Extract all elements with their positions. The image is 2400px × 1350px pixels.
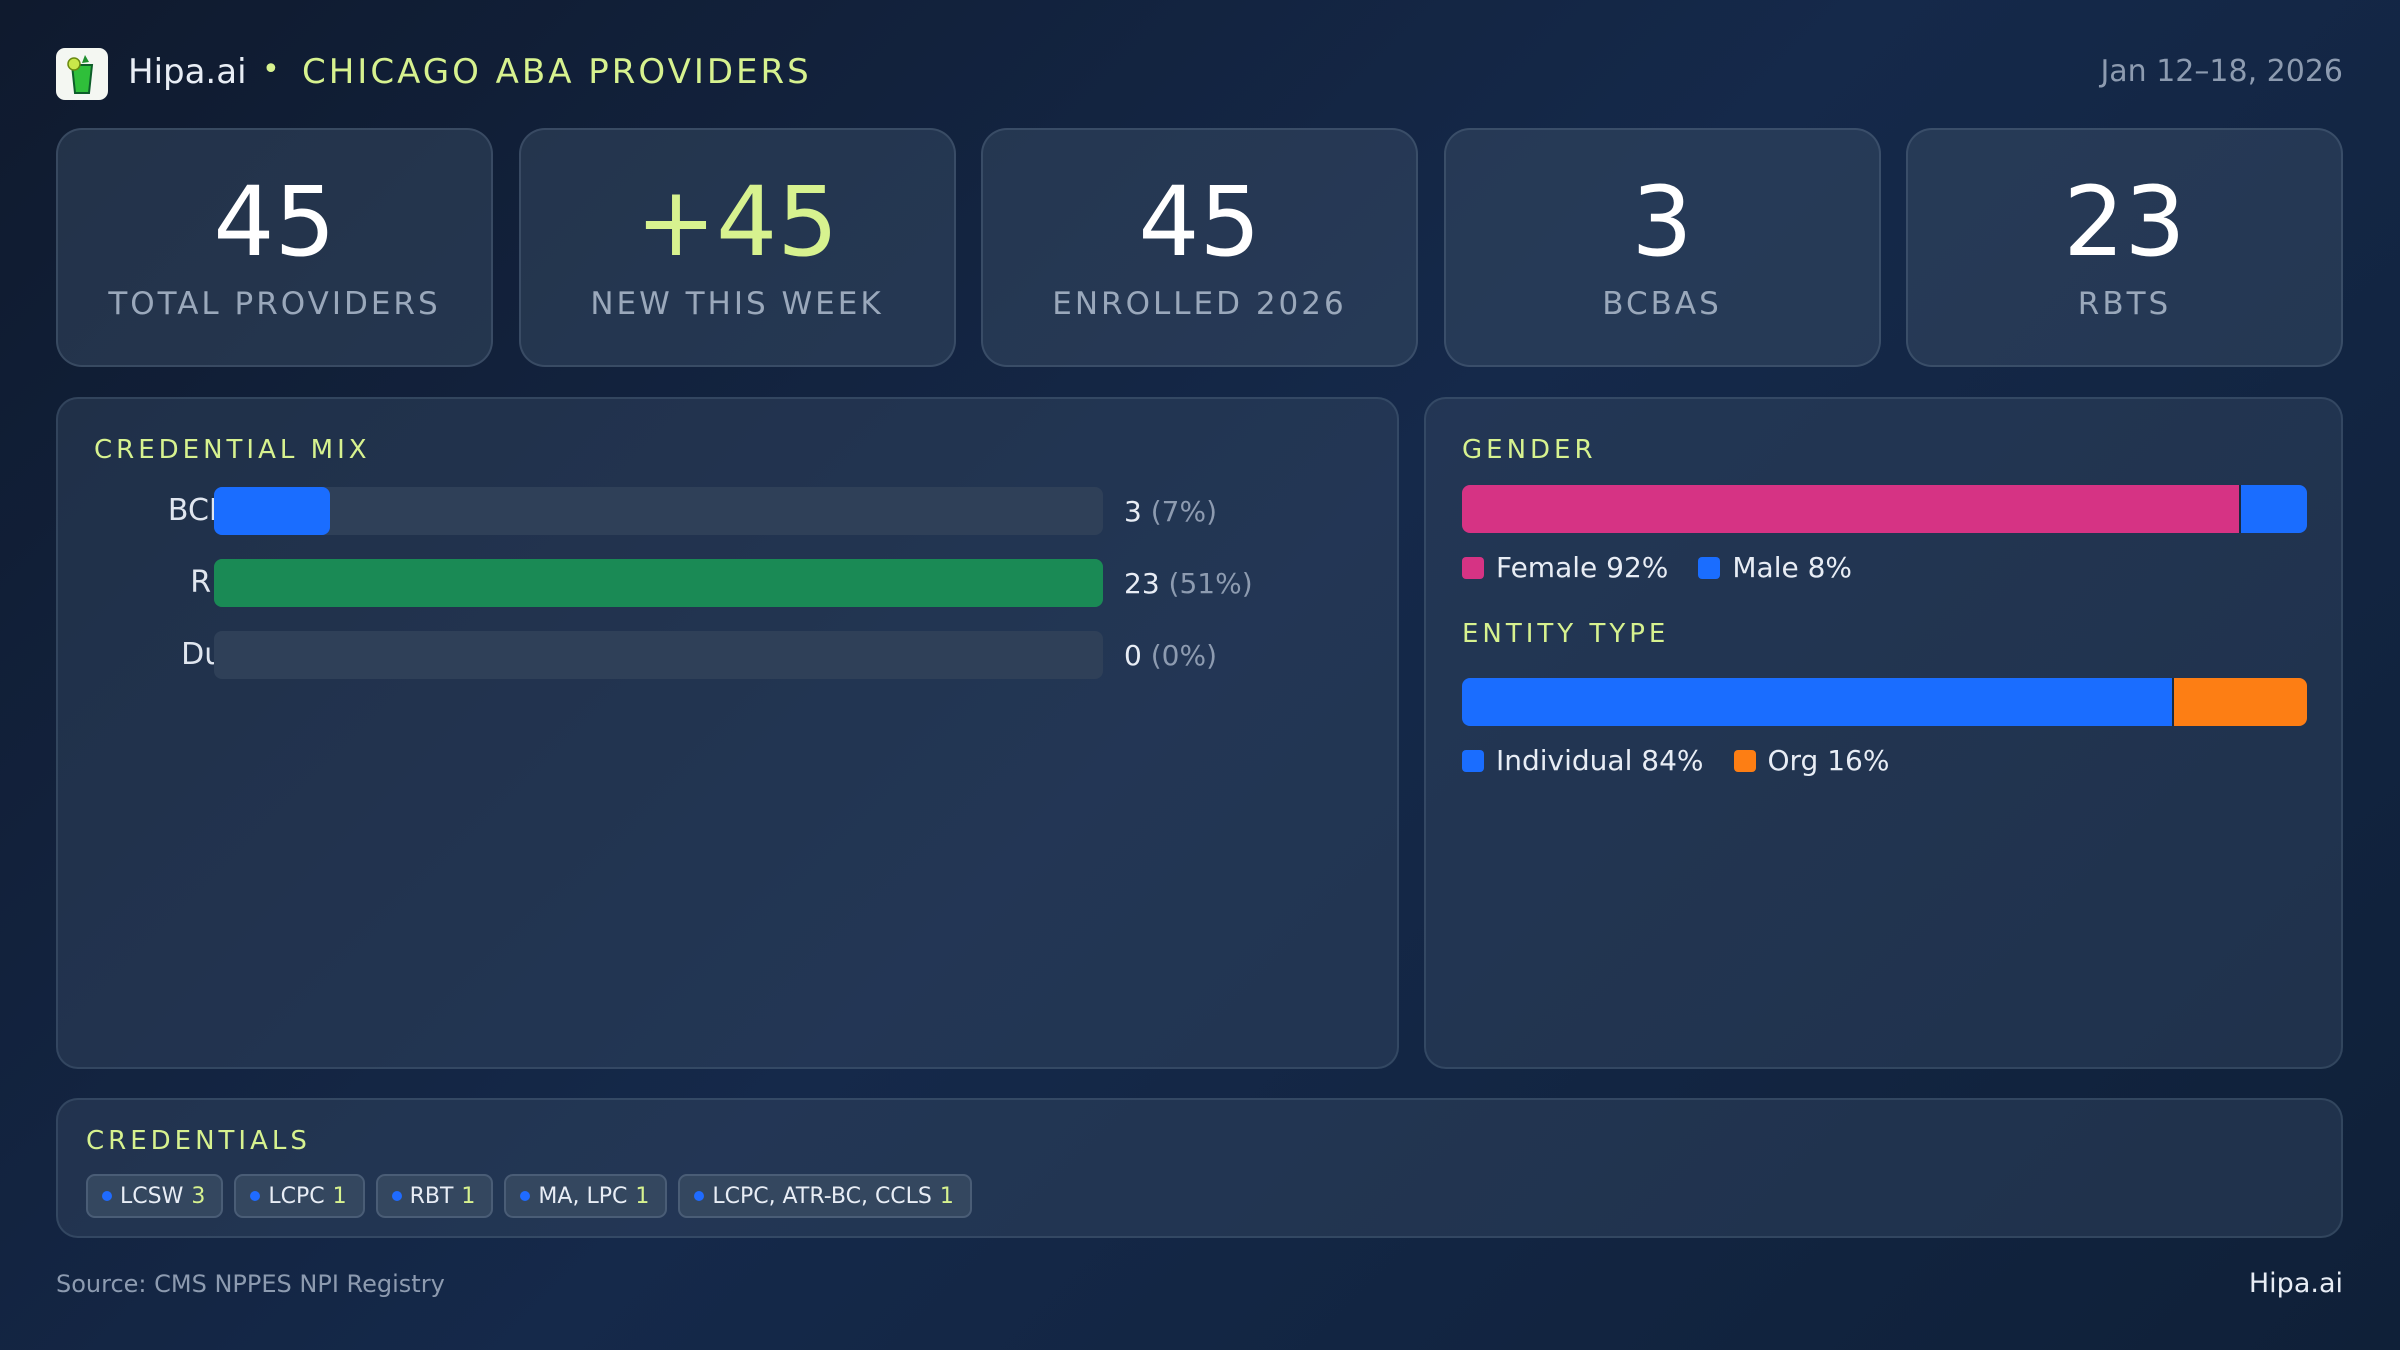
page-title: CHICAGO ABA PROVIDERS	[302, 52, 812, 92]
footer-brand: Hipa.ai	[2248, 1268, 2343, 1299]
chip-count: 1	[461, 1183, 476, 1209]
bar-fill	[214, 559, 1103, 607]
kpi-card: 45 TOTAL PROVIDERS	[56, 128, 493, 367]
legend-swatch	[1462, 749, 1484, 772]
gender-bar	[1462, 485, 2307, 533]
credential-row: Dual0 (0%)	[58, 631, 1358, 679]
legend-label: Female 92%	[1496, 551, 1669, 584]
gender-title: GENDER	[1462, 435, 1597, 465]
legend-swatch	[1698, 556, 1721, 579]
entity_type-segment	[1462, 678, 2172, 726]
source-note: Source: CMS NPPES NPI Registry	[56, 1270, 445, 1298]
credentials-title: CREDENTIALS	[86, 1126, 311, 1156]
entity-type-title: ENTITY TYPE	[1462, 619, 1670, 649]
entity-type-bar	[1462, 678, 2307, 726]
brand-name: Hipa.ai	[128, 52, 247, 92]
chip-name: LCSW	[120, 1183, 184, 1209]
credential-row: BCBA 3 (7%)	[58, 487, 1358, 535]
credential-row: RBT23 (51%)	[58, 559, 1358, 607]
legend-item: Female 92%	[1462, 551, 1668, 584]
gender-segment	[1462, 485, 2240, 533]
legend-label: Male 8%	[1732, 551, 1853, 584]
row-percent: (0%)	[1150, 639, 1218, 672]
kpi-label: ENROLLED 2026	[1052, 286, 1347, 322]
legend-item: Individual 84%	[1462, 744, 1704, 777]
legend-label: Individual 84%	[1496, 744, 1704, 777]
kpi-card: 3 BCBAS	[1443, 128, 1881, 367]
kpi-value: 23	[2063, 166, 2186, 278]
chip-name: LCPC	[268, 1183, 325, 1209]
kpi-card: 23 RBTS	[1906, 128, 2343, 367]
demographics-panel: GENDER Female 92% Male 8% ENTITY TYPE Ind…	[1424, 397, 2343, 1069]
chip-name: RBT	[409, 1183, 454, 1209]
chip-count: 1	[635, 1183, 650, 1209]
gender-legend: Female 92% Male 8%	[1462, 551, 1852, 584]
kpi-label: TOTAL PROVIDERS	[108, 286, 441, 322]
date-range: Jan 12–18, 2026	[2100, 54, 2343, 89]
chip-count: 1	[939, 1183, 954, 1209]
row-value: 0 (0%)	[1124, 639, 1217, 672]
credential-chip[interactable]: LCSW 3	[86, 1174, 224, 1218]
kpi-value: 45	[213, 166, 336, 278]
chip-dot-icon	[520, 1191, 531, 1201]
row-count: 23	[1124, 567, 1160, 600]
bar-fill	[214, 487, 330, 535]
chip-name: LCPC, ATR-BC, CCLS	[712, 1183, 932, 1209]
kpi-label: RBTS	[2077, 286, 2172, 322]
entity-type-legend: Individual 84% Org 16%	[1462, 744, 1889, 777]
kpi-label: BCBAS	[1602, 286, 1722, 322]
credential-mix-title: CREDENTIAL MIX	[94, 435, 371, 465]
kpi-value: 3	[1631, 166, 1693, 278]
credentials-panel: CREDENTIALS LCSW 3 LCPC 1 RBT 1 MA, LPC 1 LCPC, …	[56, 1098, 2343, 1238]
kpi-label: NEW THIS WEEK	[590, 286, 884, 322]
credential-chip[interactable]: RBT 1	[375, 1174, 494, 1218]
kpi-value: 45	[1138, 166, 1261, 278]
kpi-card: 45 ENROLLED 2026	[981, 128, 1418, 367]
bar-track	[214, 631, 1103, 679]
credential-chip[interactable]: LCPC 1	[234, 1174, 365, 1218]
bar-track	[214, 487, 1103, 535]
legend-swatch	[1462, 556, 1484, 579]
chip-name: MA, LPC	[538, 1183, 628, 1209]
chip-dot-icon	[250, 1191, 261, 1201]
legend-swatch	[1733, 749, 1756, 772]
row-value: 3 (7%)	[1124, 495, 1217, 528]
row-count: 3	[1124, 495, 1142, 528]
kpi-value: +45	[635, 166, 839, 278]
chip-dot-icon	[102, 1191, 112, 1201]
gender-segment	[2239, 485, 2307, 533]
chip-dot-icon	[694, 1191, 705, 1201]
mojito-glass-icon	[67, 55, 94, 94]
legend-label: Org 16%	[1767, 744, 1890, 777]
row-value: 23 (51%)	[1124, 567, 1253, 600]
credential-chip[interactable]: LCPC, ATR-BC, CCLS 1	[678, 1174, 972, 1218]
row-percent: (7%)	[1150, 495, 1218, 528]
row-count: 0	[1124, 639, 1142, 672]
separator: •	[262, 52, 280, 87]
legend-item: Male 8%	[1698, 551, 1852, 584]
legend-item: Org 16%	[1733, 744, 1890, 777]
entity_type-segment	[2171, 678, 2307, 726]
bar-track	[214, 559, 1103, 607]
credential-chip[interactable]: MA, LPC 1	[504, 1174, 668, 1218]
kpi-card: +45 NEW THIS WEEK	[518, 128, 956, 367]
logo	[56, 48, 108, 100]
chip-count: 1	[332, 1183, 347, 1209]
chip-count: 3	[191, 1183, 206, 1209]
chip-dot-icon	[391, 1191, 402, 1201]
row-percent: (51%)	[1168, 567, 1253, 600]
